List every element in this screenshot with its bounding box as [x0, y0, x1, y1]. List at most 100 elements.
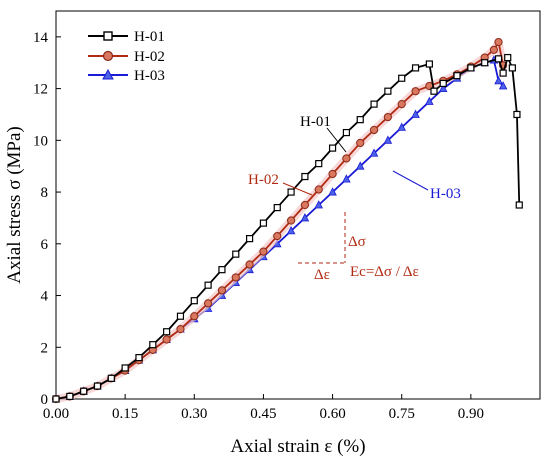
series-h03-point — [494, 75, 503, 85]
series-h01-point — [121, 364, 129, 372]
series-h01-point — [176, 312, 185, 320]
legend-label-h03: H-03 — [134, 68, 165, 84]
series-h02-point — [162, 335, 171, 344]
series-h01-point — [425, 60, 433, 68]
series-h03-point — [425, 96, 434, 105]
series-h02-point — [273, 231, 282, 241]
series-h01-point — [218, 266, 226, 274]
series-h03-point — [314, 200, 323, 209]
series-h01-point — [163, 328, 171, 336]
series-h01-point — [301, 172, 309, 181]
series-h02-point — [494, 37, 503, 47]
series-h03-point — [411, 109, 420, 118]
x-tick-label: 0.75 — [389, 406, 415, 422]
legend-marker-h03 — [102, 68, 114, 80]
series-h02-point — [489, 45, 499, 54]
series-h01-point — [93, 382, 102, 390]
series-h02-point — [204, 299, 213, 308]
x-tick-label: 0.15 — [112, 406, 138, 422]
x-tick-label: 0.00 — [43, 406, 69, 422]
legend: H-01 H-02 H-03 — [88, 29, 165, 84]
series-h01-point — [384, 87, 392, 95]
series-h03-point — [397, 122, 406, 131]
series-h02-point — [217, 286, 227, 295]
x-tick-label: 0.60 — [319, 406, 345, 422]
series-h01-point — [107, 374, 115, 382]
series-h03-point — [342, 174, 351, 183]
series-h01-point — [287, 188, 295, 196]
series-h01-point — [508, 64, 516, 72]
ec-formula-label: Ec=Δσ / Δε — [350, 264, 419, 280]
series-h01-point — [504, 53, 512, 62]
series-h02-point — [342, 154, 351, 163]
series-h02-point — [300, 200, 310, 210]
x-tick-label: 0.45 — [250, 406, 276, 422]
series-h02-point — [176, 325, 185, 334]
series-h02-point — [314, 185, 323, 194]
series-layer — [51, 37, 523, 404]
series-h02-point — [190, 312, 199, 321]
series-h01-point — [481, 59, 489, 67]
y-tick-label: 6 — [41, 237, 49, 253]
h01-pointer — [326, 127, 347, 153]
x-tick-label: 0.30 — [181, 406, 207, 422]
y-tick-label: 14 — [33, 30, 49, 46]
series-h02-point — [231, 273, 240, 282]
annotations: H-01 H-02 H-03 Δσ Δε Ec=Δσ / Δε — [248, 114, 461, 283]
delta-epsilon-label: Δε — [314, 267, 330, 283]
series-h02-point — [286, 216, 296, 225]
series-h01-point — [135, 354, 143, 362]
series-h02-point — [383, 112, 392, 122]
series-h01-point — [370, 100, 378, 108]
series-h01-point — [513, 110, 521, 119]
series-h01-point — [80, 387, 88, 395]
series-h01-point — [190, 297, 198, 305]
series-h01-point — [204, 281, 212, 289]
series-h03-point — [355, 161, 365, 170]
x-axis-title: Axial strain ε (%) — [230, 436, 365, 457]
series-h01-point — [499, 69, 507, 77]
y-tick-label: 10 — [33, 133, 48, 149]
series-h03-point — [438, 83, 448, 92]
x-tick-label: 0.90 — [458, 406, 484, 422]
series-h01-point — [149, 341, 157, 349]
series-h01-point — [273, 203, 281, 212]
series-h01-point — [411, 64, 420, 72]
series-h01-point — [232, 250, 240, 258]
series-h01-point — [439, 79, 447, 88]
series-h02-point — [259, 247, 268, 256]
series-h03-point — [328, 187, 337, 196]
delta-sigma-label: Δσ — [348, 234, 366, 250]
series-h02-point — [328, 169, 337, 179]
series-h01-point — [315, 160, 323, 168]
label-h03: H-03 — [430, 186, 461, 202]
y-tick-label: 2 — [41, 340, 49, 356]
series-h01-point — [52, 395, 60, 403]
y-tick-label: 4 — [41, 289, 49, 305]
series-h01-point — [494, 55, 503, 63]
y-tick-label: 12 — [33, 82, 48, 98]
legend-label-h01: H-01 — [134, 29, 165, 45]
series-h03-point — [300, 213, 310, 222]
series-h01-point — [430, 87, 438, 95]
series-h03-point — [369, 148, 379, 157]
series-h01 — [52, 53, 523, 403]
y-axis-title: Axial stress σ (MPa) — [4, 126, 25, 283]
series-h01-point — [467, 64, 475, 72]
y-tick-label: 0 — [41, 392, 49, 408]
axis-ticks: 0.00 0.15 0.30 0.45 0.60 0.75 0.90 0 2 4 6 8 10 12 14 — [33, 30, 484, 422]
label-h01: H-01 — [300, 114, 331, 130]
series-h02-point — [369, 125, 379, 135]
series-h01-point — [453, 72, 461, 80]
series-h02-point — [411, 87, 420, 96]
h03-pointer — [392, 170, 429, 191]
series-h01-point — [342, 128, 350, 137]
legend-marker-h01 — [103, 31, 113, 41]
series-h01-point — [328, 144, 337, 152]
series-h02-point — [397, 100, 406, 109]
series-h03-point — [498, 81, 508, 90]
series-h01-point — [259, 219, 268, 227]
plot-frame — [55, 10, 541, 400]
series-h01-point — [356, 116, 364, 124]
